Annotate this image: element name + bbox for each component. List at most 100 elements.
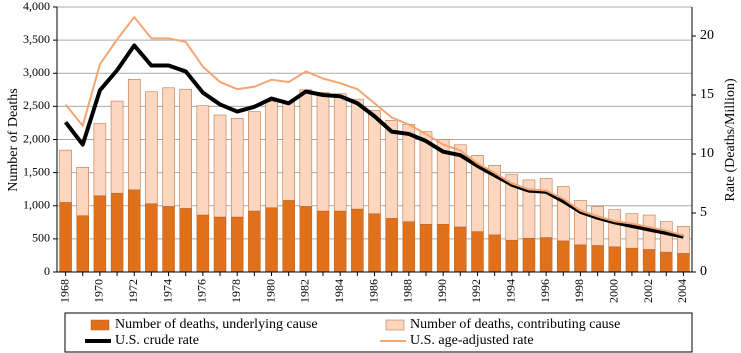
bar — [127, 189, 141, 273]
bar — [248, 210, 261, 273]
x-tick-label: 1968 — [57, 279, 71, 303]
y2-tick-label: 20 — [700, 28, 714, 43]
bar — [127, 78, 141, 191]
bar — [608, 246, 622, 273]
legend-label: U.S. crude rate — [115, 333, 199, 348]
bar — [299, 89, 313, 207]
bar — [402, 221, 416, 273]
bar — [351, 98, 364, 210]
bar — [196, 105, 210, 216]
y2-tick-label: 0 — [700, 264, 707, 279]
bar — [265, 207, 278, 273]
bar — [282, 200, 295, 273]
bar — [539, 237, 553, 273]
x-tick-label: 1972 — [126, 279, 140, 303]
x-tick-label: 1996 — [538, 279, 552, 303]
legend-swatch — [90, 319, 110, 331]
bar — [642, 249, 656, 273]
bar — [213, 114, 227, 218]
bar — [385, 120, 398, 219]
bar — [110, 100, 124, 194]
bar — [230, 118, 244, 218]
bar — [522, 237, 536, 273]
bar — [299, 206, 313, 273]
x-tick-label: 1986 — [366, 279, 380, 303]
bar — [625, 247, 639, 273]
legend-label: Number of deaths, underlying cause — [115, 317, 318, 332]
legend-box — [64, 312, 693, 353]
bar — [557, 186, 570, 242]
bar — [196, 214, 210, 273]
bar — [145, 203, 158, 273]
bar — [539, 178, 553, 238]
bar — [625, 213, 639, 249]
x-tick-label: 2004 — [675, 279, 689, 303]
y-tick-label: 2,500 — [23, 98, 50, 112]
bar — [522, 179, 536, 239]
legend-swatch — [385, 319, 405, 331]
bar — [162, 87, 175, 207]
bar — [591, 245, 604, 273]
x-tick-label: 1982 — [298, 279, 312, 303]
bar — [471, 231, 484, 273]
bar — [677, 226, 690, 254]
bar — [265, 101, 278, 208]
bar — [660, 251, 673, 273]
bar — [488, 165, 501, 236]
x-tick-label: 1992 — [469, 279, 483, 303]
x-tick-label: 1998 — [572, 279, 586, 303]
bar — [471, 155, 484, 232]
bar — [230, 216, 244, 273]
bar — [282, 102, 295, 201]
bar — [385, 218, 398, 273]
bar — [110, 192, 124, 273]
legend-label: Number of deaths, contributing cause — [410, 317, 620, 332]
x-tick-label: 1990 — [435, 279, 449, 303]
x-tick-label: 1976 — [195, 279, 209, 303]
bar — [333, 93, 347, 212]
x-tick-label: 1970 — [92, 279, 106, 303]
x-tick-label: 1974 — [160, 279, 174, 303]
bar — [557, 240, 570, 273]
bar — [419, 224, 433, 273]
y-tick-label: 500 — [32, 231, 50, 245]
bar — [213, 216, 227, 273]
y-tick-label: 0 — [44, 264, 50, 278]
x-tick-label: 1994 — [504, 279, 518, 303]
bar — [351, 208, 364, 273]
bar — [333, 210, 347, 273]
bar — [316, 210, 330, 273]
bar — [574, 244, 587, 273]
y2-axis-label: Rate (Deaths/Million) — [723, 78, 738, 202]
y-tick-label: 3,000 — [23, 65, 50, 79]
line — [64, 16, 684, 237]
x-tick-label: 1984 — [332, 279, 346, 303]
bar — [436, 139, 450, 225]
bar — [93, 195, 107, 273]
bar — [402, 124, 416, 222]
bar — [505, 174, 519, 241]
line — [63, 43, 684, 239]
y-axis-label: Number of Deaths — [6, 88, 21, 191]
y-tick-label: 1,500 — [23, 164, 50, 178]
x-tick-label: 1980 — [263, 279, 277, 303]
bar — [316, 92, 330, 212]
bar — [419, 131, 433, 225]
bar — [608, 209, 622, 248]
x-tick-label: 2002 — [641, 279, 655, 303]
y-tick-label: 1,000 — [23, 198, 50, 212]
x-tick-label: 1988 — [401, 279, 415, 303]
y-tick-label: 4,000 — [23, 0, 50, 13]
bar — [179, 208, 192, 273]
bar — [505, 239, 519, 273]
bar — [677, 253, 690, 273]
bar — [145, 91, 158, 205]
bar — [368, 110, 381, 214]
bar — [248, 111, 261, 212]
legend-label: U.S. age-adjusted rate — [410, 333, 534, 348]
bar — [454, 226, 467, 273]
bar — [162, 206, 175, 273]
bar — [76, 167, 90, 216]
bar — [59, 202, 72, 273]
